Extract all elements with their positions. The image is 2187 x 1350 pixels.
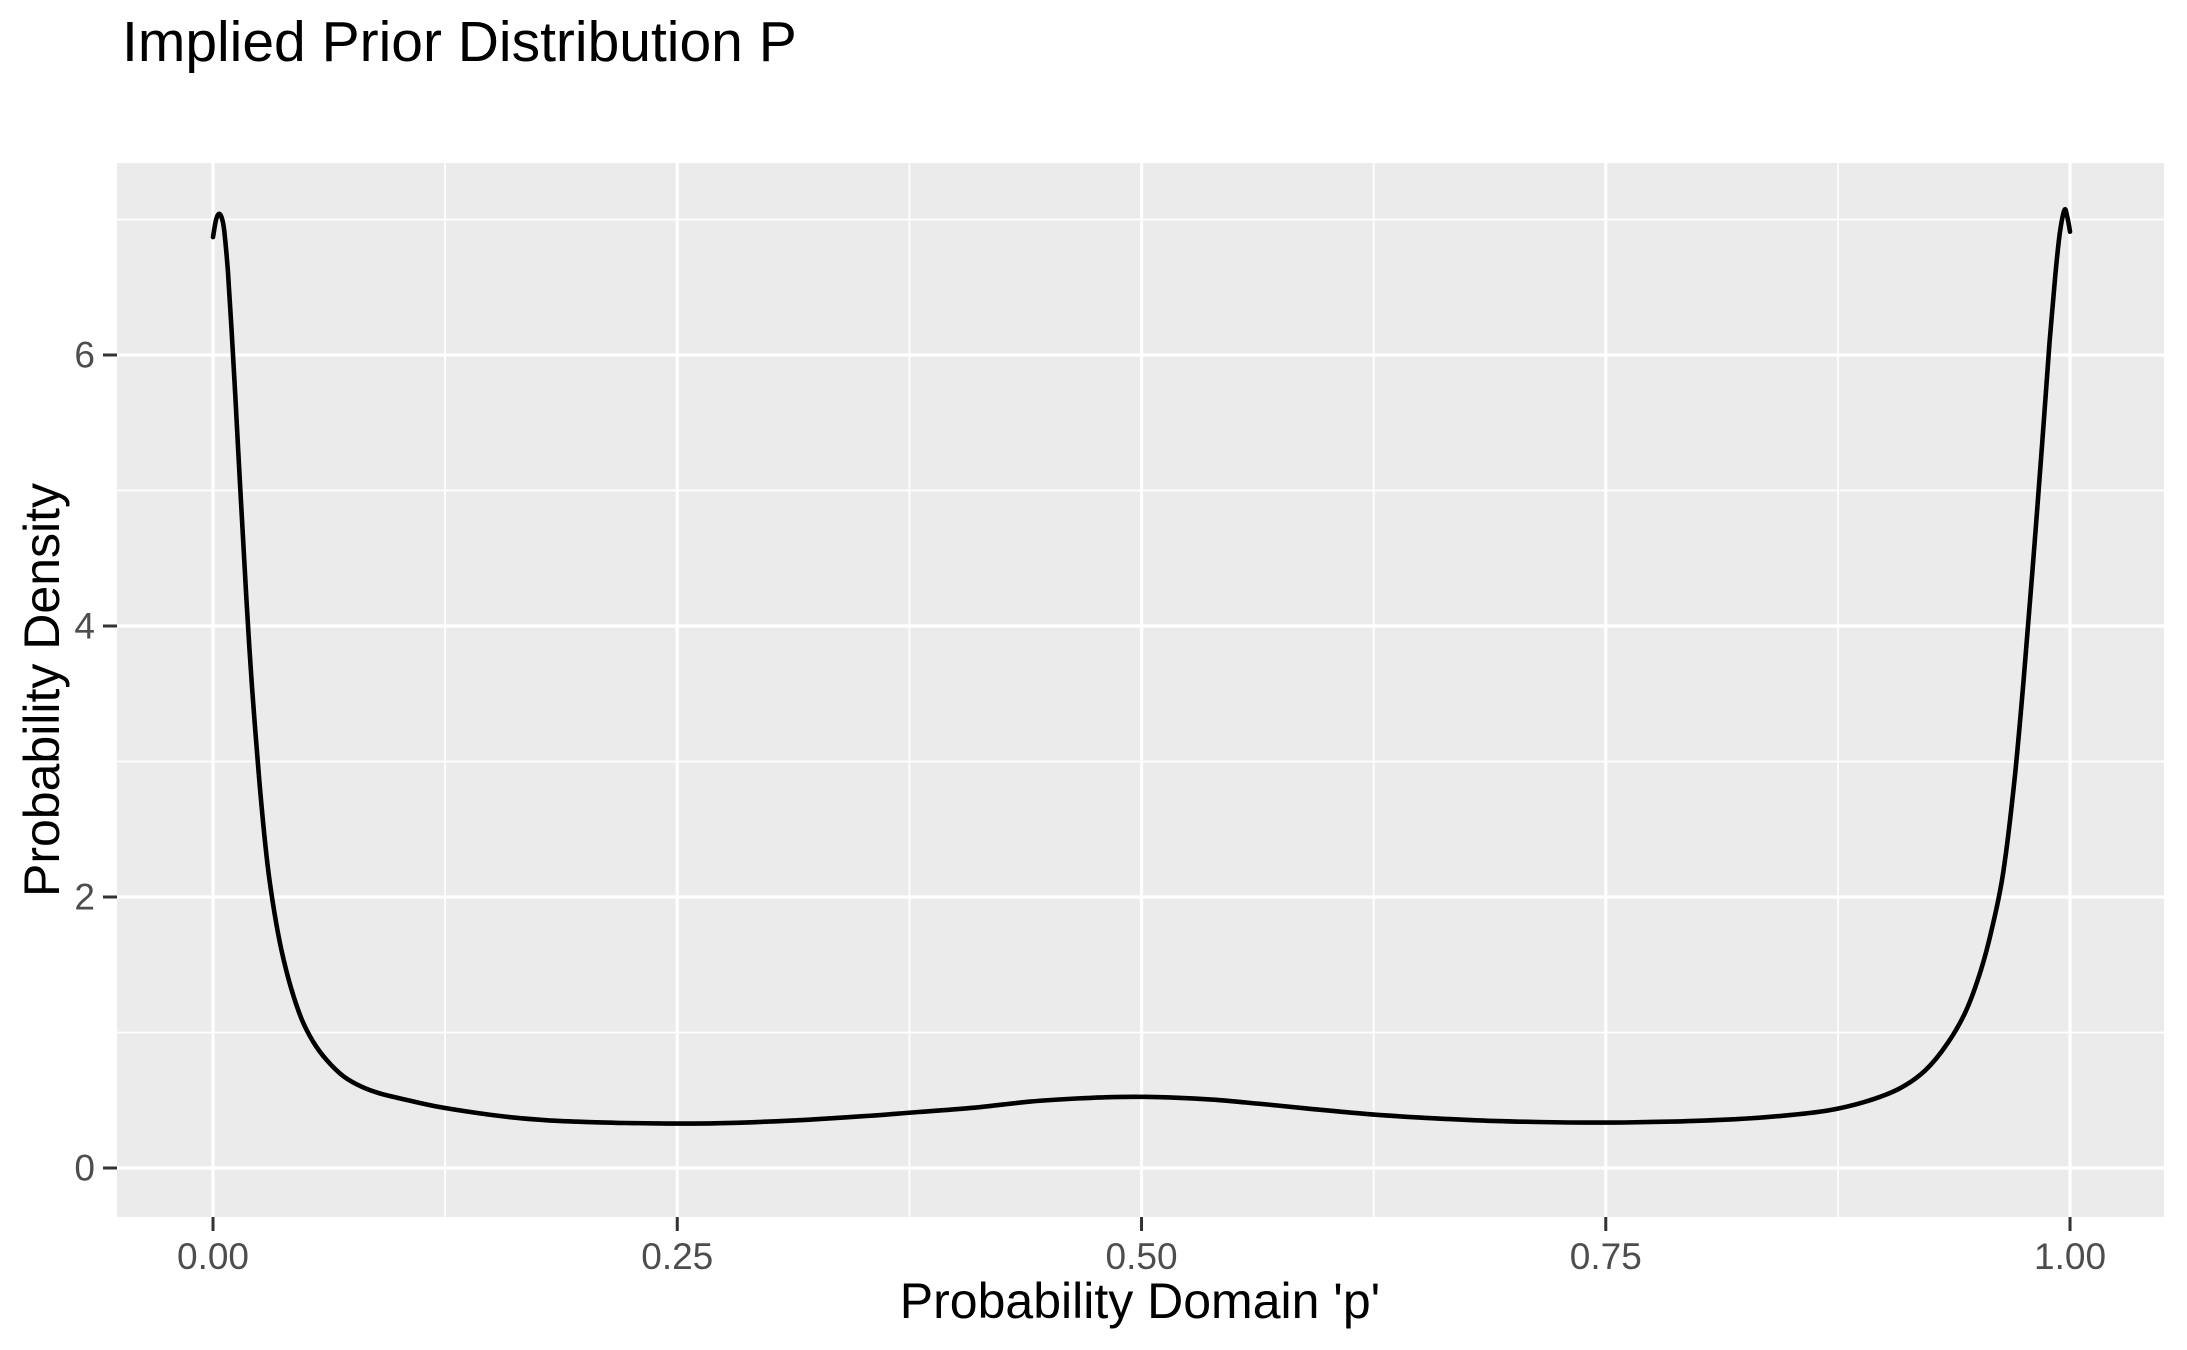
y-axis-tick-label: 6 bbox=[74, 334, 95, 376]
plot-title: Implied Prior Distribution P bbox=[122, 10, 797, 74]
x-axis-title: Probability Domain 'p' bbox=[899, 1273, 1381, 1329]
y-axis-title: Probability Density bbox=[14, 482, 70, 898]
x-axis-tick-label: 0.75 bbox=[1569, 1236, 1642, 1277]
y-axis-tick-label: 2 bbox=[74, 876, 95, 918]
x-axis-tick-label: 0.50 bbox=[1105, 1236, 1178, 1277]
x-axis-tick-label: 0.25 bbox=[641, 1236, 714, 1277]
density-curve bbox=[210, 207, 2073, 1126]
y-axis-tick-label: 4 bbox=[74, 605, 95, 647]
x-axis-tick-label: 1.00 bbox=[2034, 1236, 2107, 1277]
y-axis-tick-label: 0 bbox=[74, 1147, 95, 1189]
x-axis-tick-label: 0.00 bbox=[176, 1236, 250, 1277]
